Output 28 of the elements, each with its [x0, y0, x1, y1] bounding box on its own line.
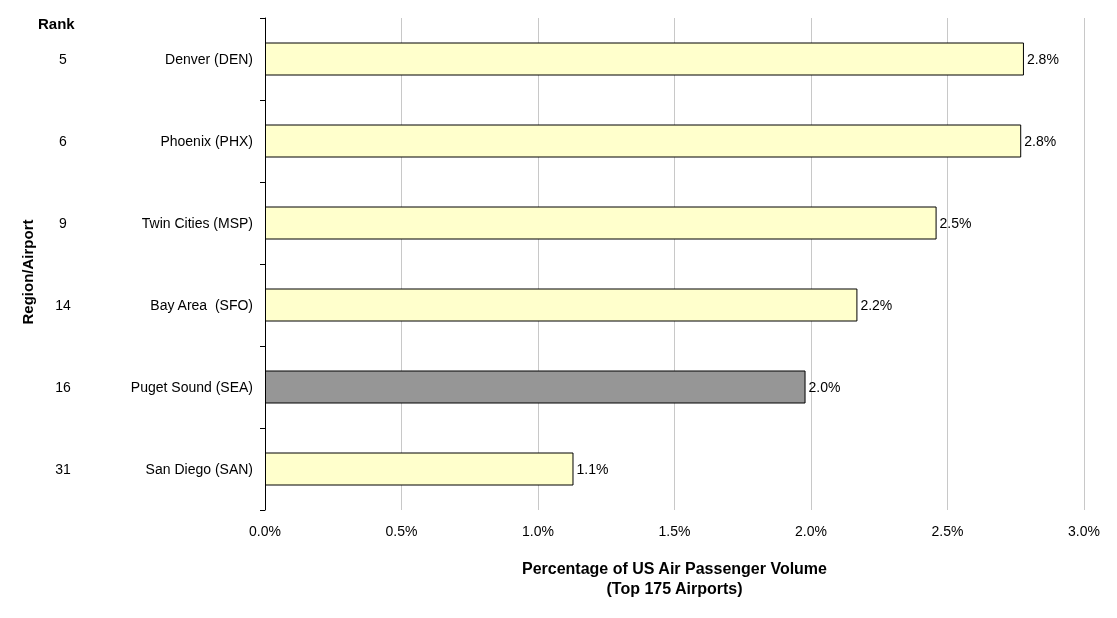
x-tick-label: 2.0% [795, 523, 827, 539]
data-label: 2.8% [1024, 133, 1057, 149]
text: 5 [59, 51, 68, 67]
x-tick-label: 1.5% [658, 523, 691, 539]
data-label: 2.2% [860, 297, 893, 313]
x-tick-label: 0.5% [385, 523, 418, 539]
x-tick-label: 3.0% [1068, 523, 1100, 539]
text: 16 [55, 379, 71, 395]
data-label: 2.8% [1026, 51, 1059, 67]
text: 6 [59, 133, 68, 149]
text: Rank [38, 15, 76, 32]
text: Region/Airport [19, 219, 36, 325]
x-tick-label: 1.0% [522, 523, 554, 539]
x-axis-title: Percentage of US Air Passenger Volume (Top 175 Airports) [522, 559, 828, 597]
text: 9 [59, 215, 68, 231]
text: 14 [55, 297, 71, 313]
data-label: 2.5% [939, 215, 972, 231]
text: 31 [55, 461, 71, 477]
y-tick-label: Bay Area (SFO) [150, 297, 253, 313]
y-tick-label: San Diego (SAN) [145, 461, 253, 477]
y-tick-label: Puget Sound (SEA) [130, 379, 253, 395]
x-tick-label: 2.5% [931, 523, 964, 539]
y-tick-label: Phoenix (PHX) [160, 133, 253, 149]
y-tick-label: Twin Cities (MSP) [141, 215, 253, 231]
data-label: 1.1% [576, 461, 609, 477]
y-tick-label: Denver (DEN) [165, 51, 253, 67]
x-tick-label: 0.0% [249, 523, 281, 539]
data-label: 2.0% [808, 379, 841, 395]
